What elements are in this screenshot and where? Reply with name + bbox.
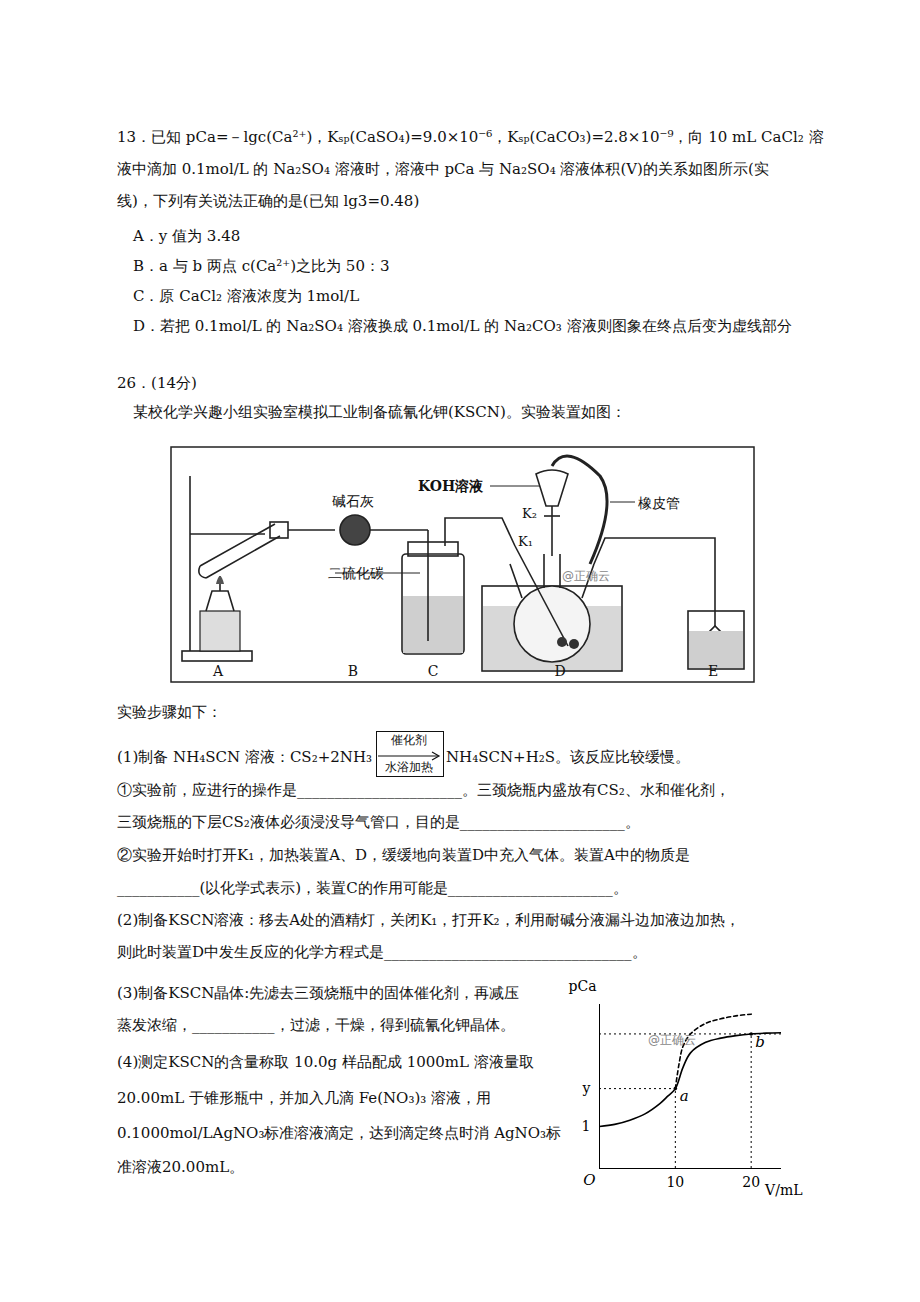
html-text:(3)制备KSCN晶体:先滤去三颈烧瓶中的固体催化剂，再减压: (3)制备KSCN晶体:先滤去三颈烧瓶中的固体催化剂，再减压 — [117, 984, 520, 1002]
html-text:NH₄SCN+H₂S。该反应比较缓慢。: NH₄SCN+H₂S。该反应比较缓慢。 — [446, 748, 690, 766]
svg-text:y: y — [582, 1080, 591, 1096]
html-text:@正确云: @正确云 — [562, 569, 610, 583]
svg-text:B: B — [348, 663, 358, 679]
html-text:实验步骤如下：: 实验步骤如下： — [117, 703, 222, 721]
svg-text:20: 20 — [742, 1174, 760, 1190]
html-text:C．原 CaCl₂ 溶液浓度为 1mol/L: C．原 CaCl₂ 溶液浓度为 1mol/L — [133, 287, 360, 305]
svg-text:KOH溶液: KOH溶液 — [418, 478, 484, 494]
html-text:则此时装置D中发生反应的化学方程式是____________: 则此时装置D中发生反应的化学方程式是______________________… — [117, 943, 647, 961]
html-text:B．a 与 b 两点 c(Ca²⁺)之比为 50：3: B．a 与 b 两点 c(Ca²⁺)之比为 50：3 — [133, 257, 390, 275]
svg-text:pCa: pCa — [569, 978, 597, 994]
html-text:20.00mL 于锥形瓶中，并加入几滴 Fe(NO₃)₃ 溶: 20.00mL 于锥形瓶中，并加入几滴 Fe(NO₃)₃ 溶液，用 — [117, 1089, 492, 1107]
svg-text:10: 10 — [666, 1174, 684, 1190]
svg-text:A: A — [212, 663, 224, 679]
html-text:(1)制备 NH₄SCN 溶液：CS₂+2NH₃: (1)制备 NH₄SCN 溶液：CS₂+2NH₃ — [117, 748, 372, 766]
svg-text:K₁: K₁ — [518, 534, 533, 549]
html-text:(2)制备KSCN溶液：移去A处的酒精灯，关闭K₁，打开K₂: (2)制备KSCN溶液：移去A处的酒精灯，关闭K₁，打开K₂，利用耐碱分液漏斗边… — [117, 911, 740, 929]
svg-text:D: D — [554, 663, 565, 679]
html-text:三颈烧瓶的下层CS₂液体必须浸没导气管口，目的是______: 三颈烧瓶的下层CS₂液体必须浸没导气管口，目的是________________… — [117, 813, 640, 831]
html-text:②实验开始时打开K₁，加热装置A、D，缓缓地向装置D中充入气: ②实验开始时打开K₁，加热装置A、D，缓缓地向装置D中充入气体。装置A中的物质是 — [117, 846, 690, 864]
svg-text:V/mL: V/mL — [764, 1182, 802, 1198]
html-text:(4)测定KSCN的含量称取 10.0g 样品配成 1000: (4)测定KSCN的含量称取 10.0g 样品配成 1000mL 溶液量取 — [117, 1053, 534, 1071]
svg-text:b: b — [755, 1033, 765, 1051]
svg-text:1: 1 — [582, 1118, 591, 1134]
svg-text:O: O — [583, 1171, 595, 1189]
html-text:水浴加热: 水浴加热 — [385, 760, 433, 774]
html-text:蒸发浓缩，___________，过滤，干燥，得到硫氰化钾晶: 蒸发浓缩，___________，过滤，干燥，得到硫氰化钾晶体。 — [117, 1016, 515, 1034]
svg-text:K₂: K₂ — [522, 506, 537, 521]
html-text:某校化学兴趣小组实验室模拟工业制备硫氰化钾(KSCN)。实验: 某校化学兴趣小组实验室模拟工业制备硫氰化钾(KSCN)。实验装置如图： — [133, 403, 626, 421]
html-text:13．已知 pCa=－lgc(Ca²⁺)，Kₛₚ(CaSO₄: 13．已知 pCa=－lgc(Ca²⁺)，Kₛₚ(CaSO₄)=9.0×10⁻⁶… — [117, 128, 824, 146]
html-text:准溶液20.00mL。: 准溶液20.00mL。 — [117, 1158, 245, 1176]
svg-text:二硫化碳: 二硫化碳 — [328, 565, 384, 581]
html-text:线)，下列有关说法正确的是(已知 lg3=0.48): 线)，下列有关说法正确的是(已知 lg3=0.48) — [117, 192, 420, 210]
html-text:液中滴加 0.1mol/L 的 Na₂SO₄ 溶液时，溶液中: 液中滴加 0.1mol/L 的 Na₂SO₄ 溶液时，溶液中 pCa 与 Na₂… — [117, 160, 769, 178]
svg-text:C: C — [428, 663, 439, 679]
svg-text:碱石灰: 碱石灰 — [332, 493, 374, 509]
html-text:催化剂: 催化剂 — [391, 733, 427, 747]
html-text:0.1000mol/LAgNO₃标准溶液滴定，达到滴定终点时: 0.1000mol/LAgNO₃标准溶液滴定，达到滴定终点时消 AgNO₃标 — [117, 1124, 562, 1142]
html-text:A．y 值为 3.48: A．y 值为 3.48 — [133, 227, 241, 245]
html-text:①实验前，应进行的操作是__________________: ①实验前，应进行的操作是______________________。三颈烧瓶内… — [117, 781, 730, 799]
svg-text:E: E — [708, 663, 718, 679]
html-text:@正确云: @正确云 — [648, 1033, 696, 1047]
html-text:D．若把 0.1mol/L 的 Na₂SO₄ 溶液换成 0.: D．若把 0.1mol/L 的 Na₂SO₄ 溶液换成 0.1mol/L 的 N… — [133, 317, 792, 335]
svg-text:a: a — [680, 1087, 689, 1105]
svg-text:橡皮管: 橡皮管 — [638, 495, 680, 511]
html-text:26．(14分): 26．(14分) — [117, 374, 197, 392]
html-text:___________(以化学式表示)，装置C的作用可能是_: ___________(以化学式表示)，装置C的作用可能是___________… — [117, 879, 628, 897]
